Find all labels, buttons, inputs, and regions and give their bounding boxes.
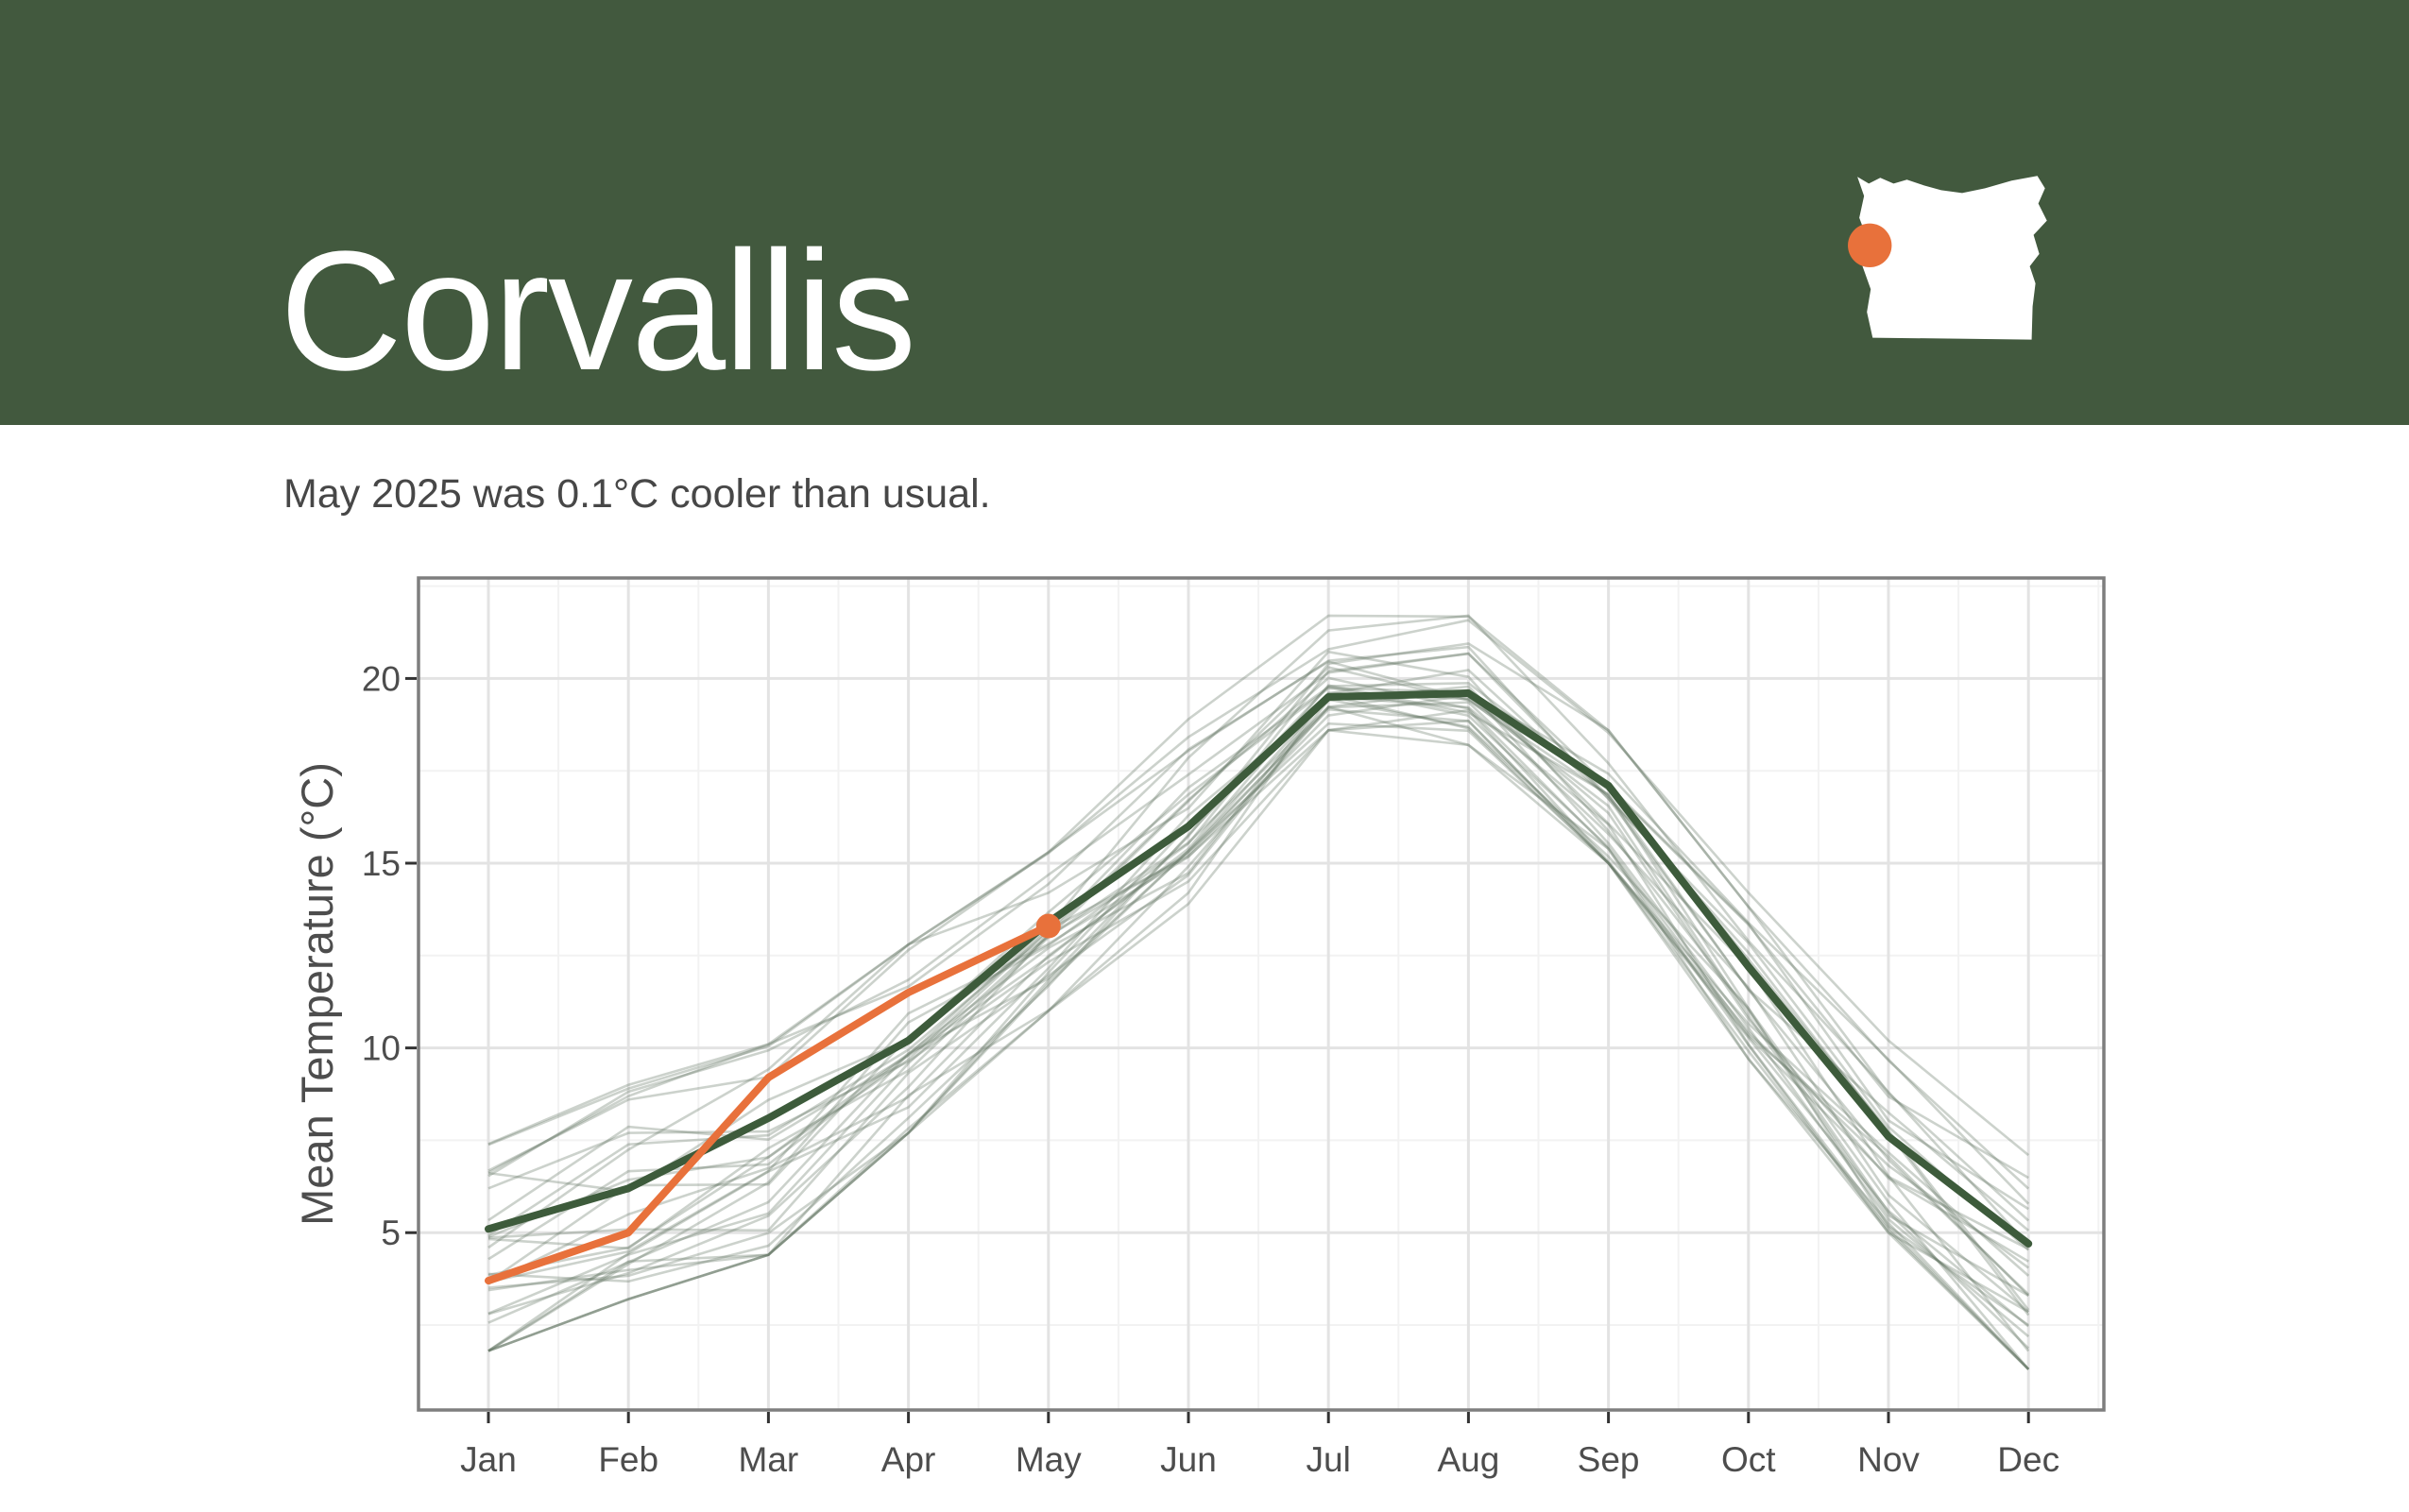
historical-year-line (487, 614, 2030, 1190)
historical-year-line (487, 701, 2030, 1352)
x-tick-label: Sep (1578, 1440, 1640, 1479)
historical-year-line (487, 660, 2029, 1211)
x-tick-label: Oct (1721, 1440, 1776, 1479)
temperature-chart: Jan Feb Mar Apr May Jun Jul Aug Sep Oct Nov Dec 5 10 1… (292, 576, 2106, 1479)
historical-year-line (487, 688, 2030, 1338)
x-tick-label: Jul (1307, 1440, 1351, 1479)
grid-major (419, 578, 2104, 1410)
y-tick-labels: 5 10 15 20 (362, 659, 401, 1252)
oregon-map (1848, 176, 2047, 340)
year-2025-line (485, 922, 1052, 1285)
historical-year-line (487, 707, 2030, 1289)
page-title: Corvallis (280, 216, 916, 406)
y-tick-label: 10 (362, 1029, 401, 1068)
historical-year-line (487, 652, 2030, 1317)
historical-year-line (487, 687, 2030, 1205)
historical-year-line (487, 722, 2029, 1285)
axis-tick-marks (405, 676, 2030, 1423)
historical-year-line (487, 705, 2029, 1316)
header-banner: Corvallis (0, 0, 2409, 425)
subtitle: May 2025 was 0.1°C cooler than usual. (283, 471, 991, 517)
grid-minor (419, 578, 2104, 1410)
panel-border (417, 576, 2106, 1412)
y-tick-label: 5 (381, 1214, 401, 1252)
y-axis-title: Mean Temperature (°C) (292, 762, 342, 1226)
x-tick-label: Feb (598, 1440, 658, 1479)
corvallis-marker-dot (1848, 223, 1892, 268)
historical-year-line (487, 614, 2030, 1261)
historical-year-line (487, 695, 2030, 1370)
historical-year-line (487, 666, 2030, 1370)
historical-year-line (487, 693, 2029, 1283)
historical-year-line (487, 669, 2030, 1324)
x-tick-label: Nov (1857, 1440, 1920, 1479)
x-tick-label: Jun (1160, 1440, 1217, 1479)
mean-temperature-line (485, 689, 2033, 1248)
oregon-map-shape (1857, 176, 2047, 340)
y-tick-label: 15 (362, 844, 401, 883)
x-tick-label: Mar (739, 1440, 799, 1479)
historical-year-line (487, 642, 2030, 1277)
historical-year-line (487, 708, 2029, 1250)
plot-panel (419, 578, 2104, 1410)
historical-year-line (487, 619, 2030, 1157)
historical-year-line (487, 684, 2030, 1296)
x-tick-label: Jan (460, 1440, 517, 1479)
historical-year-line (487, 645, 2030, 1251)
historical-year-line (487, 676, 2030, 1370)
historical-year-line (487, 650, 2030, 1350)
x-tick-label: May (1016, 1440, 1082, 1479)
x-tick-label: Apr (881, 1440, 936, 1479)
historical-year-line (487, 691, 2029, 1352)
historical-year-line (487, 685, 2030, 1352)
x-tick-label: Aug (1437, 1440, 1499, 1479)
y-tick-label: 20 (362, 659, 401, 698)
may-2025-point (1035, 913, 1061, 939)
x-tick-labels: Jan Feb Mar Apr May Jun Jul Aug Sep Oct Nov Dec (460, 1440, 2059, 1479)
historical-year-line (487, 728, 2030, 1328)
x-tick-label: Dec (1997, 1440, 2059, 1479)
historical-year-line (487, 686, 2030, 1297)
